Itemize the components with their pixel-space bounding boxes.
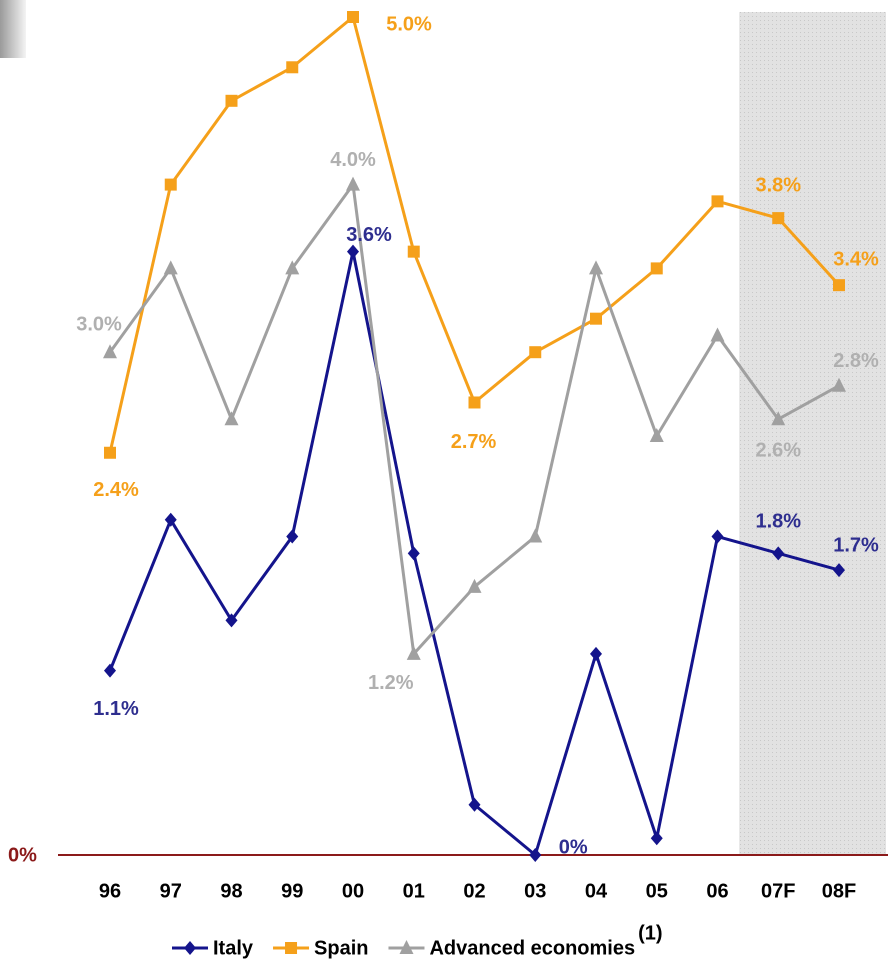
marker bbox=[103, 344, 117, 359]
forecast-shade bbox=[739, 12, 886, 855]
marker bbox=[286, 61, 299, 74]
marker bbox=[649, 428, 664, 442]
legend-note: (1) bbox=[638, 922, 662, 944]
data-label: 3.4% bbox=[833, 248, 879, 270]
marker bbox=[590, 312, 602, 325]
legend-marker bbox=[285, 942, 298, 954]
marker bbox=[528, 528, 543, 543]
x-tick-label: 96 bbox=[99, 880, 121, 902]
marker bbox=[224, 411, 239, 426]
marker bbox=[104, 663, 116, 678]
legend-label: Italy bbox=[213, 937, 254, 959]
data-label: 3.0% bbox=[76, 313, 122, 335]
series bbox=[104, 244, 845, 862]
marker bbox=[347, 244, 359, 259]
x-tick-label: 07F bbox=[761, 880, 795, 902]
data-label: 5.0% bbox=[386, 13, 432, 35]
x-tick-label: 06 bbox=[706, 880, 728, 902]
marker bbox=[104, 446, 116, 459]
data-label: 4.0% bbox=[330, 149, 376, 171]
x-tick-label: 05 bbox=[646, 880, 668, 902]
decoration bbox=[0, 0, 26, 58]
baseline-label: 0% bbox=[8, 844, 37, 866]
x-tick-label: 00 bbox=[342, 880, 364, 902]
marker bbox=[225, 613, 238, 628]
x-tick-label: 08F bbox=[822, 880, 856, 902]
series bbox=[103, 176, 846, 660]
data-label: 1.7% bbox=[833, 534, 879, 556]
marker bbox=[833, 279, 845, 292]
marker bbox=[346, 176, 360, 191]
x-tick-label: 97 bbox=[160, 880, 182, 902]
x-tick-label: 98 bbox=[220, 880, 242, 902]
data-label: 2.6% bbox=[755, 440, 801, 462]
series-line bbox=[108, 250, 840, 857]
marker bbox=[164, 512, 177, 527]
data-label: 0% bbox=[559, 836, 588, 858]
x-tick-label: 01 bbox=[403, 880, 425, 902]
data-label: 1.2% bbox=[368, 672, 414, 694]
legend-item: Italy bbox=[172, 937, 254, 959]
legend-label: Spain bbox=[314, 937, 368, 959]
data-label: 2.8% bbox=[833, 350, 879, 372]
marker bbox=[164, 178, 177, 191]
legend-marker bbox=[399, 940, 414, 954]
marker bbox=[529, 848, 542, 862]
marker bbox=[711, 529, 724, 544]
marker bbox=[407, 245, 420, 258]
marker bbox=[529, 346, 542, 359]
marker bbox=[468, 797, 481, 812]
marker bbox=[467, 578, 482, 593]
data-label: 1.8% bbox=[755, 511, 801, 533]
x-tick-label: 99 bbox=[281, 880, 303, 902]
legend-label: Advanced economies bbox=[429, 937, 635, 959]
data-label: 2.4% bbox=[93, 479, 139, 501]
marker bbox=[286, 529, 299, 544]
marker bbox=[711, 195, 724, 208]
data-label: 2.7% bbox=[451, 431, 497, 453]
marker bbox=[771, 411, 786, 426]
marker bbox=[407, 546, 420, 561]
marker bbox=[589, 260, 603, 275]
marker bbox=[772, 212, 785, 225]
marker bbox=[590, 646, 602, 661]
data-label: 3.6% bbox=[346, 224, 392, 246]
x-tick-label: 04 bbox=[585, 880, 608, 902]
legend-item: Advanced economies(1) bbox=[388, 922, 663, 959]
marker bbox=[772, 546, 785, 561]
marker bbox=[406, 645, 421, 660]
marker bbox=[225, 94, 238, 107]
marker bbox=[285, 260, 300, 275]
marker bbox=[163, 260, 178, 275]
data-label: 3.8% bbox=[755, 174, 801, 196]
marker bbox=[833, 563, 845, 578]
marker bbox=[650, 262, 663, 275]
legend-item: Spain bbox=[273, 937, 368, 959]
legend-marker bbox=[184, 941, 196, 955]
series bbox=[104, 11, 845, 459]
x-tick-label: 02 bbox=[463, 880, 485, 902]
x-tick-label: 03 bbox=[524, 880, 546, 902]
data-label: 1.1% bbox=[93, 698, 139, 720]
marker bbox=[710, 327, 725, 342]
marker bbox=[832, 377, 846, 392]
marker bbox=[650, 831, 663, 846]
marker bbox=[468, 396, 481, 409]
marker bbox=[347, 11, 359, 23]
